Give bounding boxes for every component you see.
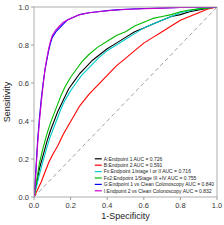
y-tick <box>31 197 34 198</box>
x-tick <box>217 197 218 200</box>
y-tick <box>31 45 34 46</box>
plot-area <box>34 7 217 197</box>
y-tick-label: 0.0 <box>19 193 29 202</box>
plot-frame <box>34 7 217 197</box>
chart: 0.0 0.2 0.4 0.6 0.8 1.0 0.0 0.2 0.4 0.6 0.8 1.0 1-Sp… <box>0 0 224 225</box>
x-tick <box>143 197 144 200</box>
y-tick-label: 1.0 <box>19 3 29 12</box>
legend-label: B:Endpoint 2 AUC = 0.591 <box>104 162 163 168</box>
x-tick-label: 0.6 <box>139 201 149 210</box>
legend-label: G:Endpoint 1 vs Clean Colonoscopy AUC = … <box>104 181 214 187</box>
y-tick-label: 0.2 <box>19 155 29 164</box>
legend-swatch <box>95 190 102 191</box>
plot-marks <box>34 7 217 197</box>
x-tick <box>107 197 108 200</box>
y-tick <box>31 83 34 84</box>
roc-curve <box>34 7 217 197</box>
x-tick-label: 0.4 <box>102 201 112 210</box>
x-tick-label: 1.0 <box>212 201 222 210</box>
legend-swatch <box>95 177 102 178</box>
y-axis-label: Sensitivity <box>2 81 12 122</box>
legend: A:Endpoint 1 AUC = 0.726B:Endpoint 2 AUC… <box>95 156 214 194</box>
x-axis-label: 1-Specificity <box>101 211 150 221</box>
roc-curve <box>34 7 217 197</box>
y-tick <box>31 159 34 160</box>
legend-label: Fx2:Endpoint 1/Stage III +IV AUC = 0.755 <box>104 175 197 181</box>
y-tick-label: 0.4 <box>19 117 29 126</box>
legend-swatch <box>95 171 102 172</box>
legend-swatch <box>95 165 102 166</box>
roc-curve <box>34 7 217 197</box>
legend-label: Fx:Endpoint 1/stage I or II AUC = 0.716 <box>104 168 191 174</box>
roc-curve <box>34 7 217 197</box>
y-tick <box>31 7 34 8</box>
legend-swatch <box>95 158 102 159</box>
legend-label: I:Endpoint 2 vs Clean Colonoscopy AUC = … <box>104 188 212 194</box>
y-tick-label: 0.8 <box>19 41 29 50</box>
x-tick <box>70 197 71 200</box>
x-tick <box>180 197 181 200</box>
legend-label: A:Endpoint 1 AUC = 0.726 <box>104 156 163 162</box>
reference-line <box>34 7 217 197</box>
legend-swatch <box>95 184 102 185</box>
y-tick <box>31 121 34 122</box>
x-tick <box>34 197 35 200</box>
roc-curve <box>34 7 217 197</box>
x-tick-label: 0.8 <box>175 201 185 210</box>
roc-curve <box>34 7 217 197</box>
x-tick-label: 0.0 <box>29 201 39 210</box>
y-tick-label: 0.6 <box>19 79 29 88</box>
x-tick-label: 0.2 <box>65 201 75 210</box>
